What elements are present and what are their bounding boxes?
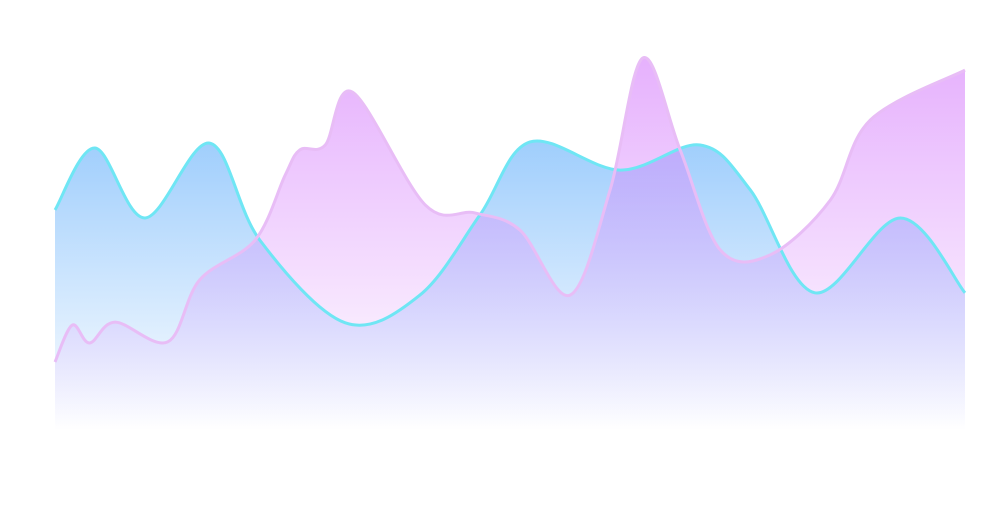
line [53, 56, 966, 363]
area [55, 57, 965, 430]
